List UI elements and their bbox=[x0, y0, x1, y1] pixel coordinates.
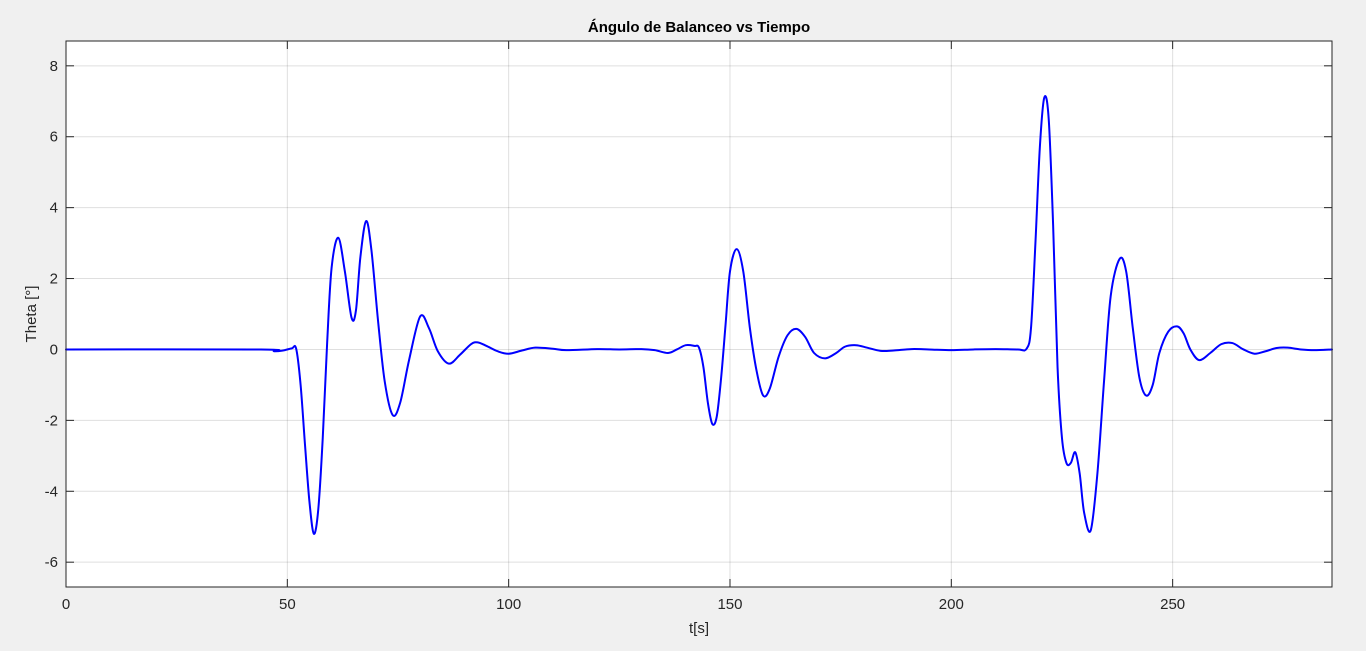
y-tick-label: -2 bbox=[45, 412, 58, 429]
y-axis-label: Theta [°] bbox=[23, 286, 40, 343]
x-tick-labels: 0 50 100 150 200 250 bbox=[62, 596, 1185, 613]
y-tick-label: 0 bbox=[50, 341, 58, 358]
y-tick-label: -6 bbox=[45, 554, 58, 571]
y-tick-label: 6 bbox=[50, 129, 58, 146]
x-tick-label: 200 bbox=[939, 596, 964, 613]
series-line-theta[interactable] bbox=[65, 95, 1333, 535]
series-group bbox=[65, 95, 1333, 535]
x-tick-label: 100 bbox=[496, 596, 521, 613]
y-tick-label: 4 bbox=[50, 200, 58, 217]
plot-area[interactable] bbox=[65, 40, 1333, 588]
y-tick-label: -4 bbox=[45, 483, 58, 500]
chart-title: Ángulo de Balanceo vs Tiempo bbox=[588, 19, 810, 36]
y-tick-labels: -6 -4 -2 0 2 4 6 8 bbox=[45, 58, 58, 571]
x-tick-label: 150 bbox=[717, 596, 742, 613]
y-tick-label: 2 bbox=[50, 271, 58, 288]
x-tick-label: 0 bbox=[62, 596, 70, 613]
x-tick-label: 250 bbox=[1160, 596, 1185, 613]
x-axis-label: t[s] bbox=[689, 620, 709, 637]
axis-frame bbox=[65, 40, 1333, 588]
y-tick-label: 8 bbox=[50, 58, 58, 75]
x-tick-label: 50 bbox=[279, 596, 296, 613]
